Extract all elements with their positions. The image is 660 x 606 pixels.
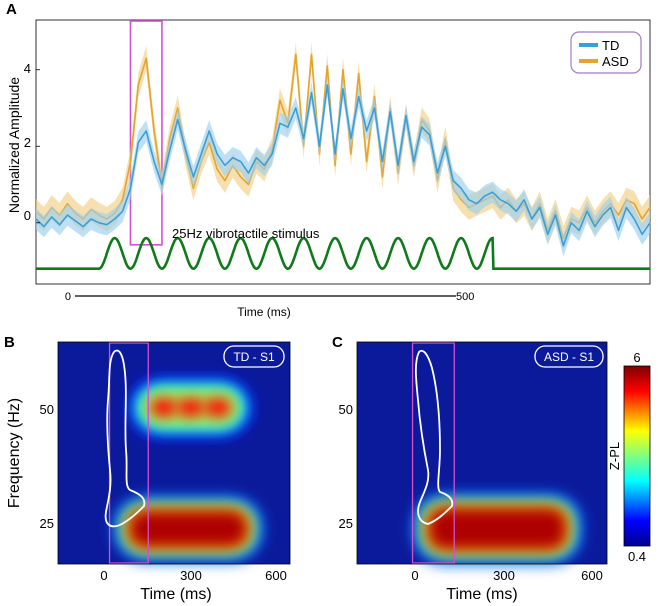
panel-a-plot xyxy=(35,20,651,271)
panel-a-ytick-2: 2 xyxy=(24,135,31,150)
heatmap-highlight-window xyxy=(411,342,455,564)
heatmap-hotspot-1 xyxy=(176,397,205,418)
heatmap-hotspot-0 xyxy=(149,397,178,418)
heatmap-highlight-window xyxy=(108,342,149,564)
panel-b-xlabel: Time (ms) xyxy=(140,586,211,603)
panel-c-xtick-600: 600 xyxy=(581,568,603,583)
panel-c-ytick-50: 50 xyxy=(339,402,353,417)
panel-letter-a: A xyxy=(6,1,17,18)
panel-b-title-box xyxy=(223,345,285,368)
panel-b-ytick-25: 25 xyxy=(40,516,54,531)
time-bar-start: 0 xyxy=(65,291,71,303)
legend-label-td: TD xyxy=(602,38,619,53)
legend: TD ASD xyxy=(570,31,642,74)
heatmap-blob-0-level-3 xyxy=(129,510,247,547)
panel-a-ytick-4: 4 xyxy=(24,61,31,76)
heatmap-blob-0-level-3 xyxy=(428,508,566,550)
panel-b-xtick-300: 300 xyxy=(180,568,202,583)
panel-c-xtick-0: 0 xyxy=(411,568,418,583)
panel-a-highlight-window xyxy=(129,20,163,246)
panel-a-ylabel: Normalized Amplitude xyxy=(6,77,22,213)
panel-c-ytick-25: 25 xyxy=(339,516,353,531)
legend-label-asd: ASD xyxy=(602,54,629,69)
stimulus-label: 25Hz vibrotactile stimulus xyxy=(172,226,320,241)
panel-c-frame xyxy=(356,341,608,565)
panel-a-ytick-0: 0 xyxy=(24,208,31,223)
panel-c-title-box xyxy=(534,345,604,368)
colorbar-min: 0.4 xyxy=(628,549,646,564)
panel-letter-c: C xyxy=(332,334,343,351)
time-bar: 0 500 Time (ms) xyxy=(65,291,474,319)
panel-c-xlabel: Time (ms) xyxy=(446,586,517,603)
panel-c-heatmap xyxy=(357,342,607,565)
time-bar-end: 500 xyxy=(456,291,474,303)
colorbar-max: 6 xyxy=(633,350,640,365)
panel-b: Frequency (Hz) 50 25 0 300 600 Time (ms)… xyxy=(6,341,291,603)
panel-a-xlabel: Time (ms) xyxy=(237,305,291,319)
panel-b-xtick-0: 0 xyxy=(100,568,107,583)
panel-letter-b: B xyxy=(4,334,15,351)
heatmap-hotspot-2 xyxy=(203,397,232,418)
series-line-td xyxy=(35,84,651,247)
stimulus-waveform xyxy=(36,236,650,271)
colorbar-label: Z-PL xyxy=(607,442,622,470)
heatmap-contour xyxy=(104,349,146,528)
heatmap-contour xyxy=(414,349,454,525)
panel-b-xtick-600: 600 xyxy=(265,568,287,583)
panel-b-frame xyxy=(57,341,291,565)
panel-c: 50 25 0 300 600 Time (ms) ASD - S1 xyxy=(339,341,608,603)
colorbar-scale xyxy=(623,365,651,547)
panel-a: Normalized Amplitude 0 2 4 25Hz vibrotac… xyxy=(6,19,651,285)
panel-c-xtick-300: 300 xyxy=(493,568,515,583)
panel-b-ylabel: Frequency (Hz) xyxy=(6,398,23,508)
panel-c-title: ASD - S1 xyxy=(544,350,594,364)
colorbar: 6 0.4 Z-PL xyxy=(607,350,651,564)
panel-b-ytick-50: 50 xyxy=(40,402,54,417)
series-band-td xyxy=(36,74,650,257)
panel-b-title: TD - S1 xyxy=(233,350,275,364)
panel-b-heatmap xyxy=(58,342,290,564)
